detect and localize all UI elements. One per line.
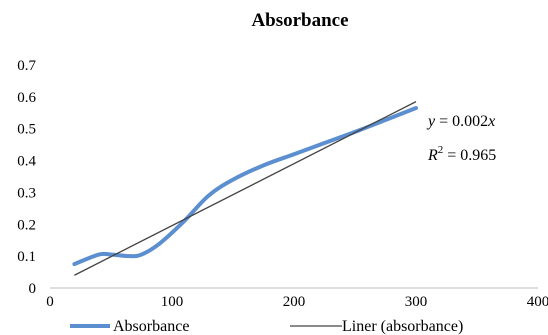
chart-title: Absorbance — [251, 10, 348, 31]
x-axis-ticks: 0 100 200 300 400 — [46, 294, 548, 310]
y-tick-label: 0.5 — [17, 122, 36, 138]
y-axis-ticks: 0 0.1 0.2 0.3 0.4 0.5 0.6 0.7 — [17, 58, 36, 297]
y-tick-label: 0.7 — [17, 58, 36, 74]
trendline-equation: y = 0.002x — [426, 113, 495, 130]
r-squared-label: R2 = 0.965 — [427, 144, 496, 164]
r2-label: R — [427, 147, 438, 164]
equation-var: x — [487, 113, 495, 130]
y-tick-label: 0.3 — [17, 185, 36, 201]
x-tick-label: 300 — [405, 294, 428, 310]
equation-lhs: y — [426, 113, 436, 130]
y-tick-label: 0.2 — [17, 217, 36, 233]
y-tick-label: 0 — [29, 281, 37, 297]
legend-label-trendline: Liner (absorbance) — [342, 318, 463, 335]
x-tick-label: 100 — [161, 294, 184, 310]
x-tick-label: 400 — [527, 294, 548, 310]
y-tick-label: 0.4 — [17, 154, 36, 170]
series-line-absorbance — [72, 106, 418, 267]
series-line-trendline — [74, 101, 417, 276]
x-tick-label: 200 — [283, 294, 306, 310]
legend: Absorbance Liner (absorbance) — [70, 318, 463, 335]
equation-rhs: = 0.002 — [435, 113, 488, 130]
x-tick-label: 0 — [46, 294, 54, 310]
y-tick-label: 0.6 — [17, 90, 36, 106]
r2-sup: 2 — [438, 144, 444, 156]
y-tick-label: 0.1 — [17, 249, 36, 265]
legend-label-absorbance: Absorbance — [113, 318, 189, 335]
r2-value: = 0.965 — [443, 147, 496, 164]
